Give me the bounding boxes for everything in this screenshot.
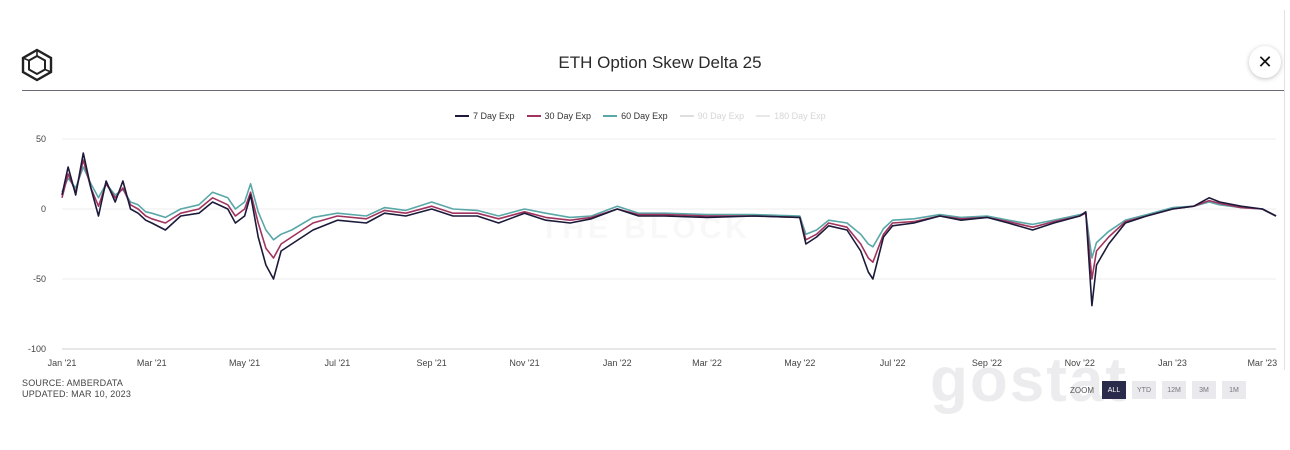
- legend-item-180d[interactable]: 180 Day Exp: [756, 109, 826, 123]
- x-tick-label: May '22: [784, 358, 815, 368]
- legend-label-180d: 180 Day Exp: [774, 111, 826, 121]
- zoom-1m-button[interactable]: 1M: [1222, 381, 1246, 399]
- x-tick-label: Jan '23: [1158, 358, 1187, 368]
- chart-legend: 7 Day Exp 30 Day Exp 60 Day Exp 90 Day E…: [455, 109, 826, 123]
- zoom-12m-button[interactable]: 12M: [1162, 381, 1186, 399]
- x-tick-label: Jan '22: [603, 358, 632, 368]
- x-tick-label: Jul '21: [324, 358, 350, 368]
- legend-label-7d: 7 Day Exp: [473, 111, 515, 121]
- x-tick-label: Mar '22: [692, 358, 722, 368]
- x-tick-label: Sep '22: [972, 358, 1002, 368]
- the-block-logo-icon[interactable]: [20, 48, 54, 82]
- y-tick-label: 0: [41, 204, 46, 214]
- updated-line: UPDATED: MAR 10, 2023: [22, 389, 132, 399]
- series-line-30d: [61, 159, 1277, 280]
- y-tick-label: -100: [28, 344, 46, 354]
- x-tick-label: Mar '23: [1247, 358, 1277, 368]
- zoom-all-button[interactable]: ALL: [1102, 381, 1126, 399]
- panel-border: [1284, 10, 1285, 370]
- legend-swatch-30d: [526, 115, 541, 117]
- legend-swatch-90d: [679, 115, 694, 117]
- source-note: SOURCE: AMBERDATA UPDATED: MAR 10, 2023: [22, 378, 131, 400]
- x-tick-label: Sep '21: [417, 358, 447, 368]
- legend-swatch-60d: [603, 115, 618, 117]
- y-tick-label: -50: [33, 274, 46, 284]
- legend-label-30d: 30 Day Exp: [544, 111, 592, 121]
- x-tick-label: Nov '21: [509, 358, 539, 368]
- close-icon: ✕: [1257, 51, 1273, 72]
- header-divider: [22, 90, 1284, 91]
- legend-item-7d[interactable]: 7 Day Exp: [455, 109, 515, 123]
- series-line-7d: [61, 152, 1277, 307]
- legend-item-30d[interactable]: 30 Day Exp: [526, 109, 592, 123]
- x-tick-label: May '21: [229, 358, 260, 368]
- close-button[interactable]: ✕: [1249, 46, 1281, 78]
- zoom-ytd-button[interactable]: YTD: [1132, 381, 1156, 399]
- zoom-controls: ZOOM ALL YTD 12M 3M 1M: [1070, 380, 1246, 400]
- legend-label-60d: 60 Day Exp: [621, 111, 668, 121]
- x-tick-label: Nov '22: [1065, 358, 1095, 368]
- x-tick-label: Jan '21: [48, 358, 77, 368]
- legend-swatch-180d: [756, 115, 771, 117]
- legend-item-90d[interactable]: 90 Day Exp: [679, 109, 745, 123]
- legend-item-60d[interactable]: 60 Day Exp: [603, 109, 668, 123]
- x-tick-label: Mar '21: [137, 358, 167, 368]
- legend-label-90d: 90 Day Exp: [697, 111, 745, 121]
- zoom-label: ZOOM: [1070, 385, 1094, 395]
- x-tick-label: Jul '22: [880, 358, 906, 368]
- gostat-watermark: gostat: [930, 346, 1128, 415]
- series-line-60d: [61, 166, 1277, 259]
- legend-swatch-7d: [455, 115, 469, 117]
- chart-title: ETH Option Skew Delta 25: [558, 53, 762, 72]
- y-tick-label: 50: [36, 134, 46, 144]
- source-line: SOURCE: AMBERDATA: [22, 378, 124, 388]
- zoom-3m-button[interactable]: 3M: [1192, 381, 1216, 399]
